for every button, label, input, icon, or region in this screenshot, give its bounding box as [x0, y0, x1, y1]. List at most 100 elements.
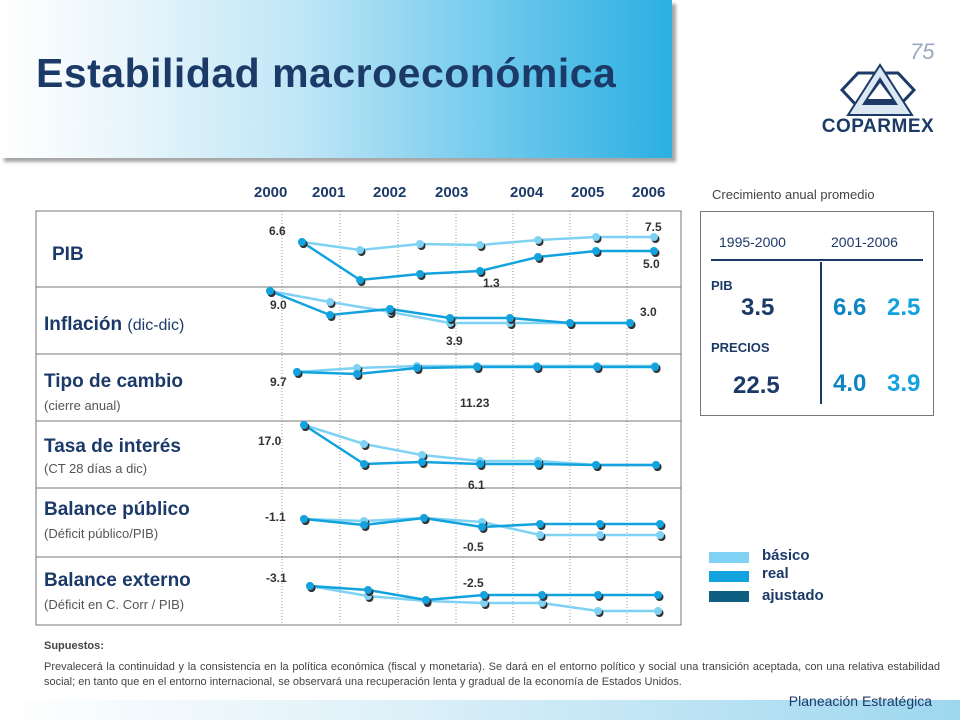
- series-point: [650, 247, 658, 255]
- series-point: [536, 520, 544, 528]
- summary-period-2: 2001-2006: [831, 234, 898, 250]
- legend-basico-swatch: [709, 552, 749, 563]
- summary-dividers: [711, 259, 923, 404]
- logo-text: COPARMEX: [821, 116, 935, 137]
- series-point: [480, 591, 488, 599]
- year-2002: 2002: [373, 184, 407, 201]
- slide-title: Estabilidad macroeconómica: [36, 50, 617, 96]
- tasa-value-2003: 6.1: [468, 478, 485, 492]
- series-point: [326, 298, 334, 306]
- series-point: [533, 363, 541, 371]
- balance-publico-value-2003: -0.5: [463, 540, 484, 554]
- series-point: [293, 368, 301, 376]
- series-point: [473, 363, 481, 371]
- pib-value-2006-ajustado: 5.0: [643, 257, 660, 271]
- summary-precios-1: 22.5: [733, 372, 780, 399]
- row-balance-externo-label: Balance externo: [44, 570, 191, 591]
- pib-value-2003: 1.3: [483, 276, 500, 290]
- series-point: [386, 305, 394, 313]
- series-point: [298, 238, 306, 246]
- year-2006: 2006: [632, 184, 666, 201]
- series-point: [300, 421, 308, 429]
- summary-precios-2b: 3.9: [887, 370, 921, 397]
- inflacion-value-2000: 9.0: [270, 298, 287, 312]
- year-2001: 2001: [312, 184, 346, 201]
- series-point: [416, 240, 424, 248]
- series-point: [651, 363, 659, 371]
- series-point: [476, 241, 484, 249]
- series-point: [446, 314, 454, 322]
- series-point: [360, 521, 368, 529]
- year-2003: 2003: [435, 184, 469, 201]
- series-point: [422, 596, 430, 604]
- department-label: Planeación Estratégica: [788, 693, 932, 709]
- year-2004: 2004: [510, 184, 544, 201]
- series-point: [538, 591, 546, 599]
- balance-externo-value-2003: -2.5: [463, 576, 484, 590]
- series-point: [593, 363, 601, 371]
- series-point: [594, 607, 602, 615]
- series-point: [478, 523, 486, 531]
- series-point: [536, 531, 544, 539]
- supuestos-title: Supuestos:: [44, 640, 104, 652]
- series-point: [360, 440, 368, 448]
- series-point: [566, 319, 574, 327]
- series-point: [654, 591, 662, 599]
- summary-precios-label: PRECIOS: [711, 340, 770, 355]
- year-2000: 2000: [254, 184, 288, 201]
- row-tipo-cambio-label: Tipo de cambio: [44, 371, 184, 392]
- row-balance-publico-label: Balance público: [44, 499, 190, 520]
- summary-caption: Crecimiento anual promedio: [712, 187, 875, 202]
- pib-value-2000: 6.6: [269, 224, 286, 238]
- series-point: [353, 370, 361, 378]
- series-point: [534, 253, 542, 261]
- series-point: [416, 270, 424, 278]
- series-point: [650, 233, 658, 241]
- series-point: [266, 287, 274, 295]
- summary-period-1: 1995-2000: [719, 234, 786, 250]
- series-point: [476, 460, 484, 468]
- balance-publico-value-2000: -1.1: [265, 510, 286, 524]
- series-point: [418, 451, 426, 459]
- tipo-cambio-value-2003: 11.23: [460, 396, 490, 410]
- series-point: [476, 267, 484, 275]
- series-point: [592, 233, 600, 241]
- summary-panel: 1995-2000 2001-2006 PIB 3.5 6.6 2.5 PREC…: [700, 211, 934, 416]
- series-point: [413, 364, 421, 372]
- summary-pib-label: PIB: [711, 278, 733, 293]
- row-tipo-cambio-sub: (cierre anual): [44, 398, 121, 413]
- series-point: [656, 520, 664, 528]
- series-point: [654, 607, 662, 615]
- series-point: [626, 319, 634, 327]
- row-balance-publico-sub: (Déficit público/PIB): [44, 526, 159, 541]
- series-point: [364, 586, 372, 594]
- legend-ajustado-label: ajustado: [762, 587, 824, 604]
- series-point: [360, 460, 368, 468]
- series-point: [592, 461, 600, 469]
- legend-basico-label: básico: [762, 547, 810, 564]
- series-point: [534, 460, 542, 468]
- legend-real-swatch: [709, 571, 749, 582]
- series-point: [596, 531, 604, 539]
- row-tasa-interes-label: Tasa de interés: [44, 436, 181, 457]
- series-point: [656, 531, 664, 539]
- year-2005: 2005: [571, 184, 605, 201]
- inflacion-value-2006: 3.0: [640, 305, 657, 319]
- row-inflacion-label: Inflación (dic-dic): [44, 314, 185, 335]
- series-point: [506, 314, 514, 322]
- series-point: [596, 520, 604, 528]
- series-point: [300, 515, 308, 523]
- series-point: [480, 599, 488, 607]
- row-balance-externo-sub: (Déficit en C. Corr / PIB): [44, 597, 185, 612]
- inflacion-value-2003: 3.9: [446, 334, 463, 348]
- legend-ajustado-swatch: [709, 591, 749, 602]
- row-pib-label: PIB: [52, 244, 84, 265]
- coparmex-logo: 75: [839, 39, 935, 116]
- series-point: [356, 276, 364, 284]
- legend-real-label: real: [762, 565, 789, 582]
- series-point: [592, 247, 600, 255]
- title-banner: [0, 0, 672, 158]
- tipo-cambio-value-2000: 9.7: [270, 375, 287, 389]
- logo-anniversary: 75: [910, 39, 935, 64]
